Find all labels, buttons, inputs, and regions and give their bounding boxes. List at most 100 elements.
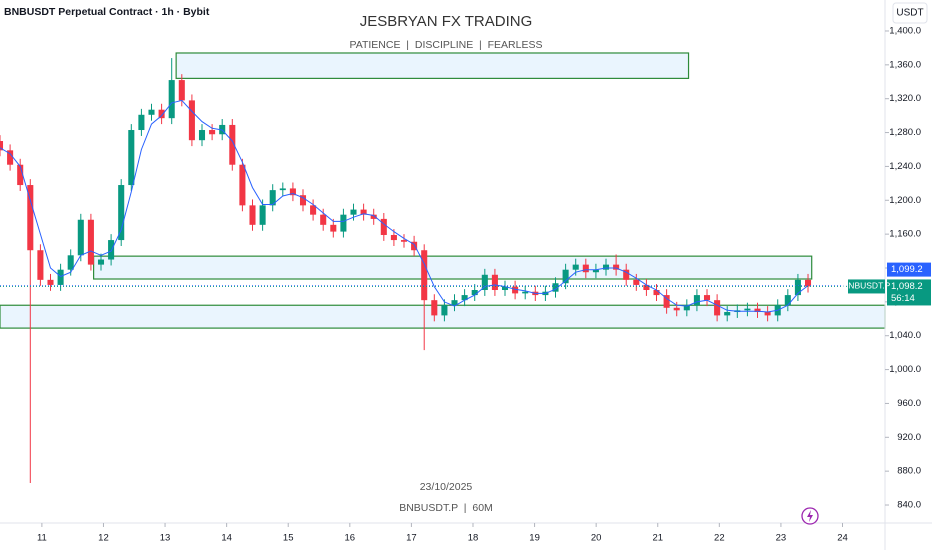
candle-body	[623, 269, 630, 280]
candle-body	[592, 269, 599, 273]
candle-body	[198, 130, 206, 141]
candle-body	[683, 305, 690, 311]
y-tick-label: 1,200.0	[889, 195, 921, 206]
candle-body	[108, 240, 115, 260]
candle-body	[673, 307, 680, 311]
candle-body	[7, 150, 14, 165]
candle-body	[633, 279, 640, 285]
candle-body	[724, 312, 731, 316]
candle-body	[431, 300, 438, 316]
y-tick-label: 840.0	[897, 500, 921, 511]
candle-body	[582, 264, 589, 273]
candle-body	[643, 284, 650, 291]
moving-average	[0, 99, 809, 313]
candle-body	[158, 109, 165, 119]
y-tick-label: 1,280.0	[889, 127, 921, 138]
candle-body	[350, 209, 357, 215]
price-tag	[887, 279, 931, 306]
candle-body	[67, 255, 74, 270]
candle-body	[229, 124, 236, 165]
candle-body	[703, 295, 711, 301]
candle-body	[663, 295, 670, 308]
watermark-subtitle: PATIENCE | DISCIPLINE | FEARLESS	[350, 39, 543, 51]
candle-body	[27, 185, 34, 251]
y-tick-label: 1,040.0	[889, 330, 921, 341]
candle-body	[501, 286, 509, 291]
zone	[175, 52, 690, 79]
x-tick-label: 19	[529, 533, 540, 544]
candle-body	[138, 114, 145, 131]
candle-body	[37, 250, 44, 280]
plot-area	[0, 52, 886, 484]
y-tick-label: 1,400.0	[889, 25, 921, 36]
candle-body	[239, 164, 246, 206]
candle-body	[491, 274, 498, 291]
candle-body	[330, 224, 337, 232]
candle-body	[249, 205, 256, 225]
candle-body	[522, 291, 529, 294]
x-tick-label: 14	[221, 533, 232, 544]
x-tick-label: 22	[714, 533, 725, 544]
candle-body	[421, 250, 428, 301]
candle-body	[714, 300, 721, 316]
candle-body	[17, 164, 24, 186]
zone	[93, 255, 813, 280]
watermark-title: JESBRYAN FX TRADING	[360, 13, 533, 30]
symbol-title: BNBUSDT Perpetual Contract · 1h · Bybit	[4, 6, 210, 18]
candle-body	[178, 80, 185, 101]
candle-body	[471, 290, 478, 296]
candle-body	[188, 100, 195, 141]
candle-body	[168, 80, 175, 119]
candle-body	[310, 205, 317, 215]
candle-body	[572, 264, 579, 270]
candle-body	[289, 188, 296, 196]
y-tick-label: 1,240.0	[889, 161, 921, 172]
x-tick-label: 17	[406, 533, 417, 544]
symbol-tag	[848, 279, 885, 294]
currency-box[interactable]	[892, 2, 928, 24]
candle-body	[77, 219, 84, 256]
candle-body	[47, 279, 54, 285]
symbol-label: BNBUSDT.P | 60M	[399, 502, 493, 514]
x-tick-label: 11	[37, 533, 47, 544]
candle-body	[340, 214, 347, 232]
candle-body	[552, 283, 559, 292]
date-label: 23/10/2025	[420, 481, 473, 493]
candle-body	[118, 185, 125, 241]
candle-body	[764, 312, 771, 316]
candle-body	[441, 305, 448, 316]
candle-body	[57, 269, 64, 285]
x-tick-label: 23	[776, 533, 787, 544]
candle-body	[0, 141, 4, 151]
y-tick-label: 1,360.0	[889, 59, 921, 70]
candle-body	[804, 279, 812, 287]
candle-body	[360, 209, 367, 215]
y-tick-label: 1,000.0	[889, 364, 921, 375]
symbol-tag-label: BNBUSDT.P	[843, 281, 891, 291]
candle-body	[451, 300, 458, 306]
y-tick-label: 1,160.0	[889, 229, 921, 240]
candle-body	[784, 295, 791, 306]
x-tick-label: 21	[652, 533, 663, 544]
x-tick-label: 16	[345, 533, 356, 544]
candle-body	[259, 205, 266, 225]
candle-body	[461, 295, 468, 301]
x-tick-label: 13	[160, 533, 171, 544]
x-tick-label: 12	[98, 533, 109, 544]
candle-body	[87, 219, 94, 265]
price-tag	[887, 262, 931, 277]
x-tick-label: 18	[468, 533, 479, 544]
candle-body	[209, 130, 216, 135]
currency-label[interactable]: USDT	[896, 8, 923, 19]
countdown: 56:14	[891, 293, 915, 304]
candle-body	[613, 264, 620, 270]
candle-body	[411, 241, 418, 251]
price-tag-label: 1,099.2	[891, 264, 923, 275]
candle-body	[128, 130, 135, 186]
candle-body	[602, 264, 610, 270]
candle-body	[693, 295, 700, 306]
candle-body	[512, 286, 519, 294]
candle-body	[299, 195, 307, 206]
